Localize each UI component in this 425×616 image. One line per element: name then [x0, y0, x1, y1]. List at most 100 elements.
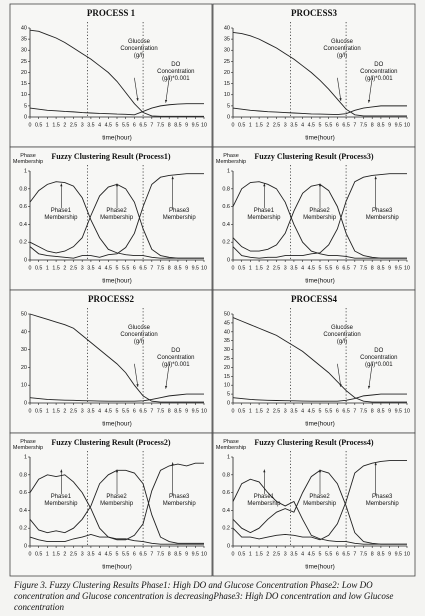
- x-tick-label: 1: [46, 265, 49, 271]
- x-tick-label: 2: [63, 265, 66, 271]
- x-tick-label: 8: [168, 122, 171, 128]
- series-line: [29, 313, 204, 403]
- x-tick-label: 1: [46, 408, 49, 414]
- series-line: [29, 173, 204, 259]
- x-axis-label: time(hour): [102, 564, 132, 571]
- y-tick-label: 0.4: [19, 508, 27, 514]
- y-tick-label: 0.6: [222, 490, 230, 496]
- y-tick-label: 35: [21, 37, 27, 43]
- chart-title: PROCESS 1: [87, 8, 136, 18]
- x-tick-label: 10: [201, 122, 207, 128]
- annotation-arrow: [337, 77, 342, 102]
- y-tick-label: 1: [24, 168, 27, 174]
- y-tick-label: 0: [24, 257, 27, 263]
- series-line: [29, 393, 204, 402]
- x-tick-label: 7.5: [360, 408, 367, 414]
- x-tick-label: 3: [81, 265, 84, 271]
- y-tick-label: 5: [227, 392, 230, 398]
- arrow-head: [339, 98, 342, 101]
- x-tick-label: 4: [98, 122, 101, 128]
- arrow-head: [115, 469, 119, 473]
- x-tick-label: 10: [404, 122, 410, 128]
- x-tick-label: 9.5: [395, 265, 402, 271]
- arrow-head: [60, 183, 63, 187]
- x-tick-label: 7: [150, 265, 153, 271]
- x-tick-label: 6.5: [139, 551, 146, 557]
- annotation-arrow: [368, 363, 373, 389]
- x-tick-label: 6.5: [342, 408, 349, 414]
- annotation-arrow: [165, 77, 170, 103]
- panel-frame: [212, 432, 416, 577]
- x-tick-label: 6: [336, 408, 339, 414]
- x-axis-label: time(hour): [102, 278, 132, 285]
- x-tick-label: 5: [319, 122, 322, 128]
- y-axis-label: Phase Membership: [12, 439, 44, 451]
- y-tick-label: 0: [227, 114, 230, 120]
- x-tick-label: 1: [249, 122, 252, 128]
- y-tick-label: 0: [227, 400, 230, 406]
- x-tick-label: 9: [185, 122, 188, 128]
- arrow-head: [318, 469, 322, 473]
- x-tick-label: 3: [284, 408, 287, 414]
- series-annotation: Phase3 Membership: [162, 494, 196, 508]
- y-tick-label: 35: [224, 338, 230, 344]
- x-tick-label: 5.5: [325, 122, 332, 128]
- series-line: [29, 29, 204, 117]
- x-tick-label: 3.5: [290, 122, 297, 128]
- arrow-head: [263, 469, 266, 473]
- y-tick-label: 20: [224, 365, 230, 371]
- series-annotation: Phase2 Membership: [303, 494, 337, 508]
- x-tick-label: 6: [133, 265, 136, 271]
- x-tick-label: 4.5: [308, 265, 315, 271]
- x-tick-label: 8.5: [377, 408, 384, 414]
- x-axis-label: time(hour): [102, 135, 132, 142]
- y-tick-label: 15: [224, 81, 230, 87]
- series-annotation: Phase1 Membership: [247, 494, 281, 508]
- x-tick-label: 2: [63, 551, 66, 557]
- chart-title: PROCESS3: [291, 8, 338, 18]
- x-tick-label: 4.5: [105, 265, 112, 271]
- x-tick-label: 1.5: [52, 551, 59, 557]
- x-tick-label: 7.5: [157, 122, 164, 128]
- series-line: [232, 105, 407, 116]
- x-tick-label: 1.5: [255, 122, 262, 128]
- chart-title: PROCESS2: [88, 294, 135, 304]
- x-tick-label: 6: [336, 265, 339, 271]
- chart-title: Fuzzy Clustering Result (Process4): [254, 438, 374, 447]
- series-annotation: Phase1 Membership: [247, 208, 281, 222]
- x-tick-label: 5: [319, 551, 322, 557]
- x-tick-label: 0.5: [35, 265, 42, 271]
- x-tick-label: 9.5: [395, 122, 402, 128]
- x-tick-label: 9.5: [395, 551, 402, 557]
- y-tick-label: 0.8: [19, 186, 27, 192]
- x-tick-label: 9.5: [395, 408, 402, 414]
- arrow-head: [374, 176, 377, 180]
- series-annotation: DO Concentration (g/l)*0.001: [157, 61, 195, 82]
- x-tick-label: 6.5: [139, 122, 146, 128]
- annotation-arrow: [368, 77, 373, 103]
- arrow-head: [164, 99, 168, 103]
- y-tick-label: 0: [24, 400, 27, 406]
- x-tick-label: 5.5: [122, 551, 129, 557]
- chart-title: Fuzzy Clustering Result (Process1): [51, 152, 171, 161]
- annotation-arrow: [134, 77, 139, 102]
- x-tick-label: 0: [29, 551, 32, 557]
- series-line: [232, 317, 407, 403]
- x-tick-label: 10: [404, 551, 410, 557]
- x-axis-label: time(hour): [305, 564, 335, 571]
- series-annotation: Glucose Concentration (g/l): [323, 38, 361, 59]
- x-tick-label: 0: [232, 408, 235, 414]
- x-tick-label: 4.5: [105, 408, 112, 414]
- x-tick-label: 4: [301, 122, 304, 128]
- x-tick-label: 8.5: [377, 551, 384, 557]
- x-tick-label: 10: [201, 265, 207, 271]
- y-tick-label: 30: [224, 347, 230, 353]
- series-annotation: Phase2 Membership: [100, 494, 134, 508]
- x-tick-label: 6.5: [139, 408, 146, 414]
- x-tick-label: 10: [404, 408, 410, 414]
- y-tick-label: 0: [227, 543, 230, 549]
- x-tick-label: 2.5: [273, 122, 280, 128]
- x-tick-label: 9.5: [192, 122, 199, 128]
- y-tick-label: 40: [21, 25, 27, 31]
- arrow-head: [171, 462, 174, 466]
